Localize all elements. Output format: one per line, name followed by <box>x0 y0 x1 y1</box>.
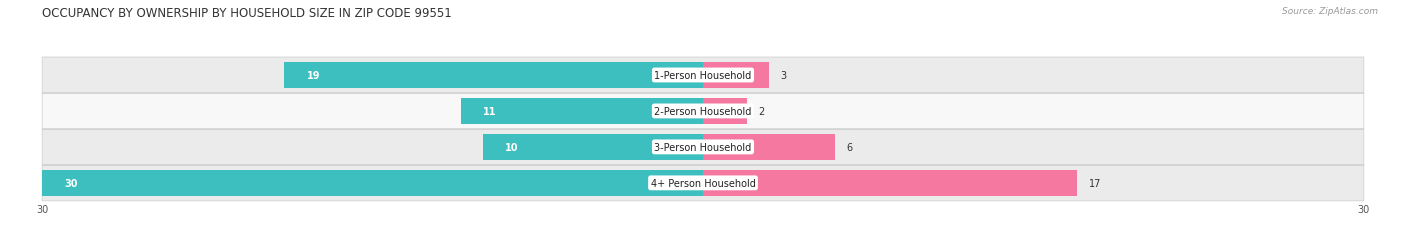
Bar <box>703 63 769 88</box>
Text: 30: 30 <box>65 178 77 188</box>
Bar <box>482 134 703 160</box>
Bar <box>42 170 703 196</box>
Text: 4+ Person Household: 4+ Person Household <box>651 178 755 188</box>
Text: 11: 11 <box>482 106 496 116</box>
Bar <box>284 63 703 88</box>
Bar <box>703 134 835 160</box>
Text: 10: 10 <box>505 142 519 152</box>
Text: 3: 3 <box>780 71 786 81</box>
Text: 2-Person Household: 2-Person Household <box>654 106 752 116</box>
Bar <box>703 99 747 124</box>
Text: 2: 2 <box>758 106 765 116</box>
Text: OCCUPANCY BY OWNERSHIP BY HOUSEHOLD SIZE IN ZIP CODE 99551: OCCUPANCY BY OWNERSHIP BY HOUSEHOLD SIZE… <box>42 7 451 20</box>
FancyBboxPatch shape <box>42 58 1364 94</box>
Text: 17: 17 <box>1088 178 1101 188</box>
Text: 1-Person Household: 1-Person Household <box>654 71 752 81</box>
Text: 19: 19 <box>307 71 321 81</box>
FancyBboxPatch shape <box>42 94 1364 129</box>
Text: Source: ZipAtlas.com: Source: ZipAtlas.com <box>1282 7 1378 16</box>
FancyBboxPatch shape <box>42 165 1364 201</box>
Text: 3-Person Household: 3-Person Household <box>654 142 752 152</box>
Bar <box>461 99 703 124</box>
Bar <box>703 170 1077 196</box>
Text: 6: 6 <box>846 142 852 152</box>
FancyBboxPatch shape <box>42 129 1364 165</box>
